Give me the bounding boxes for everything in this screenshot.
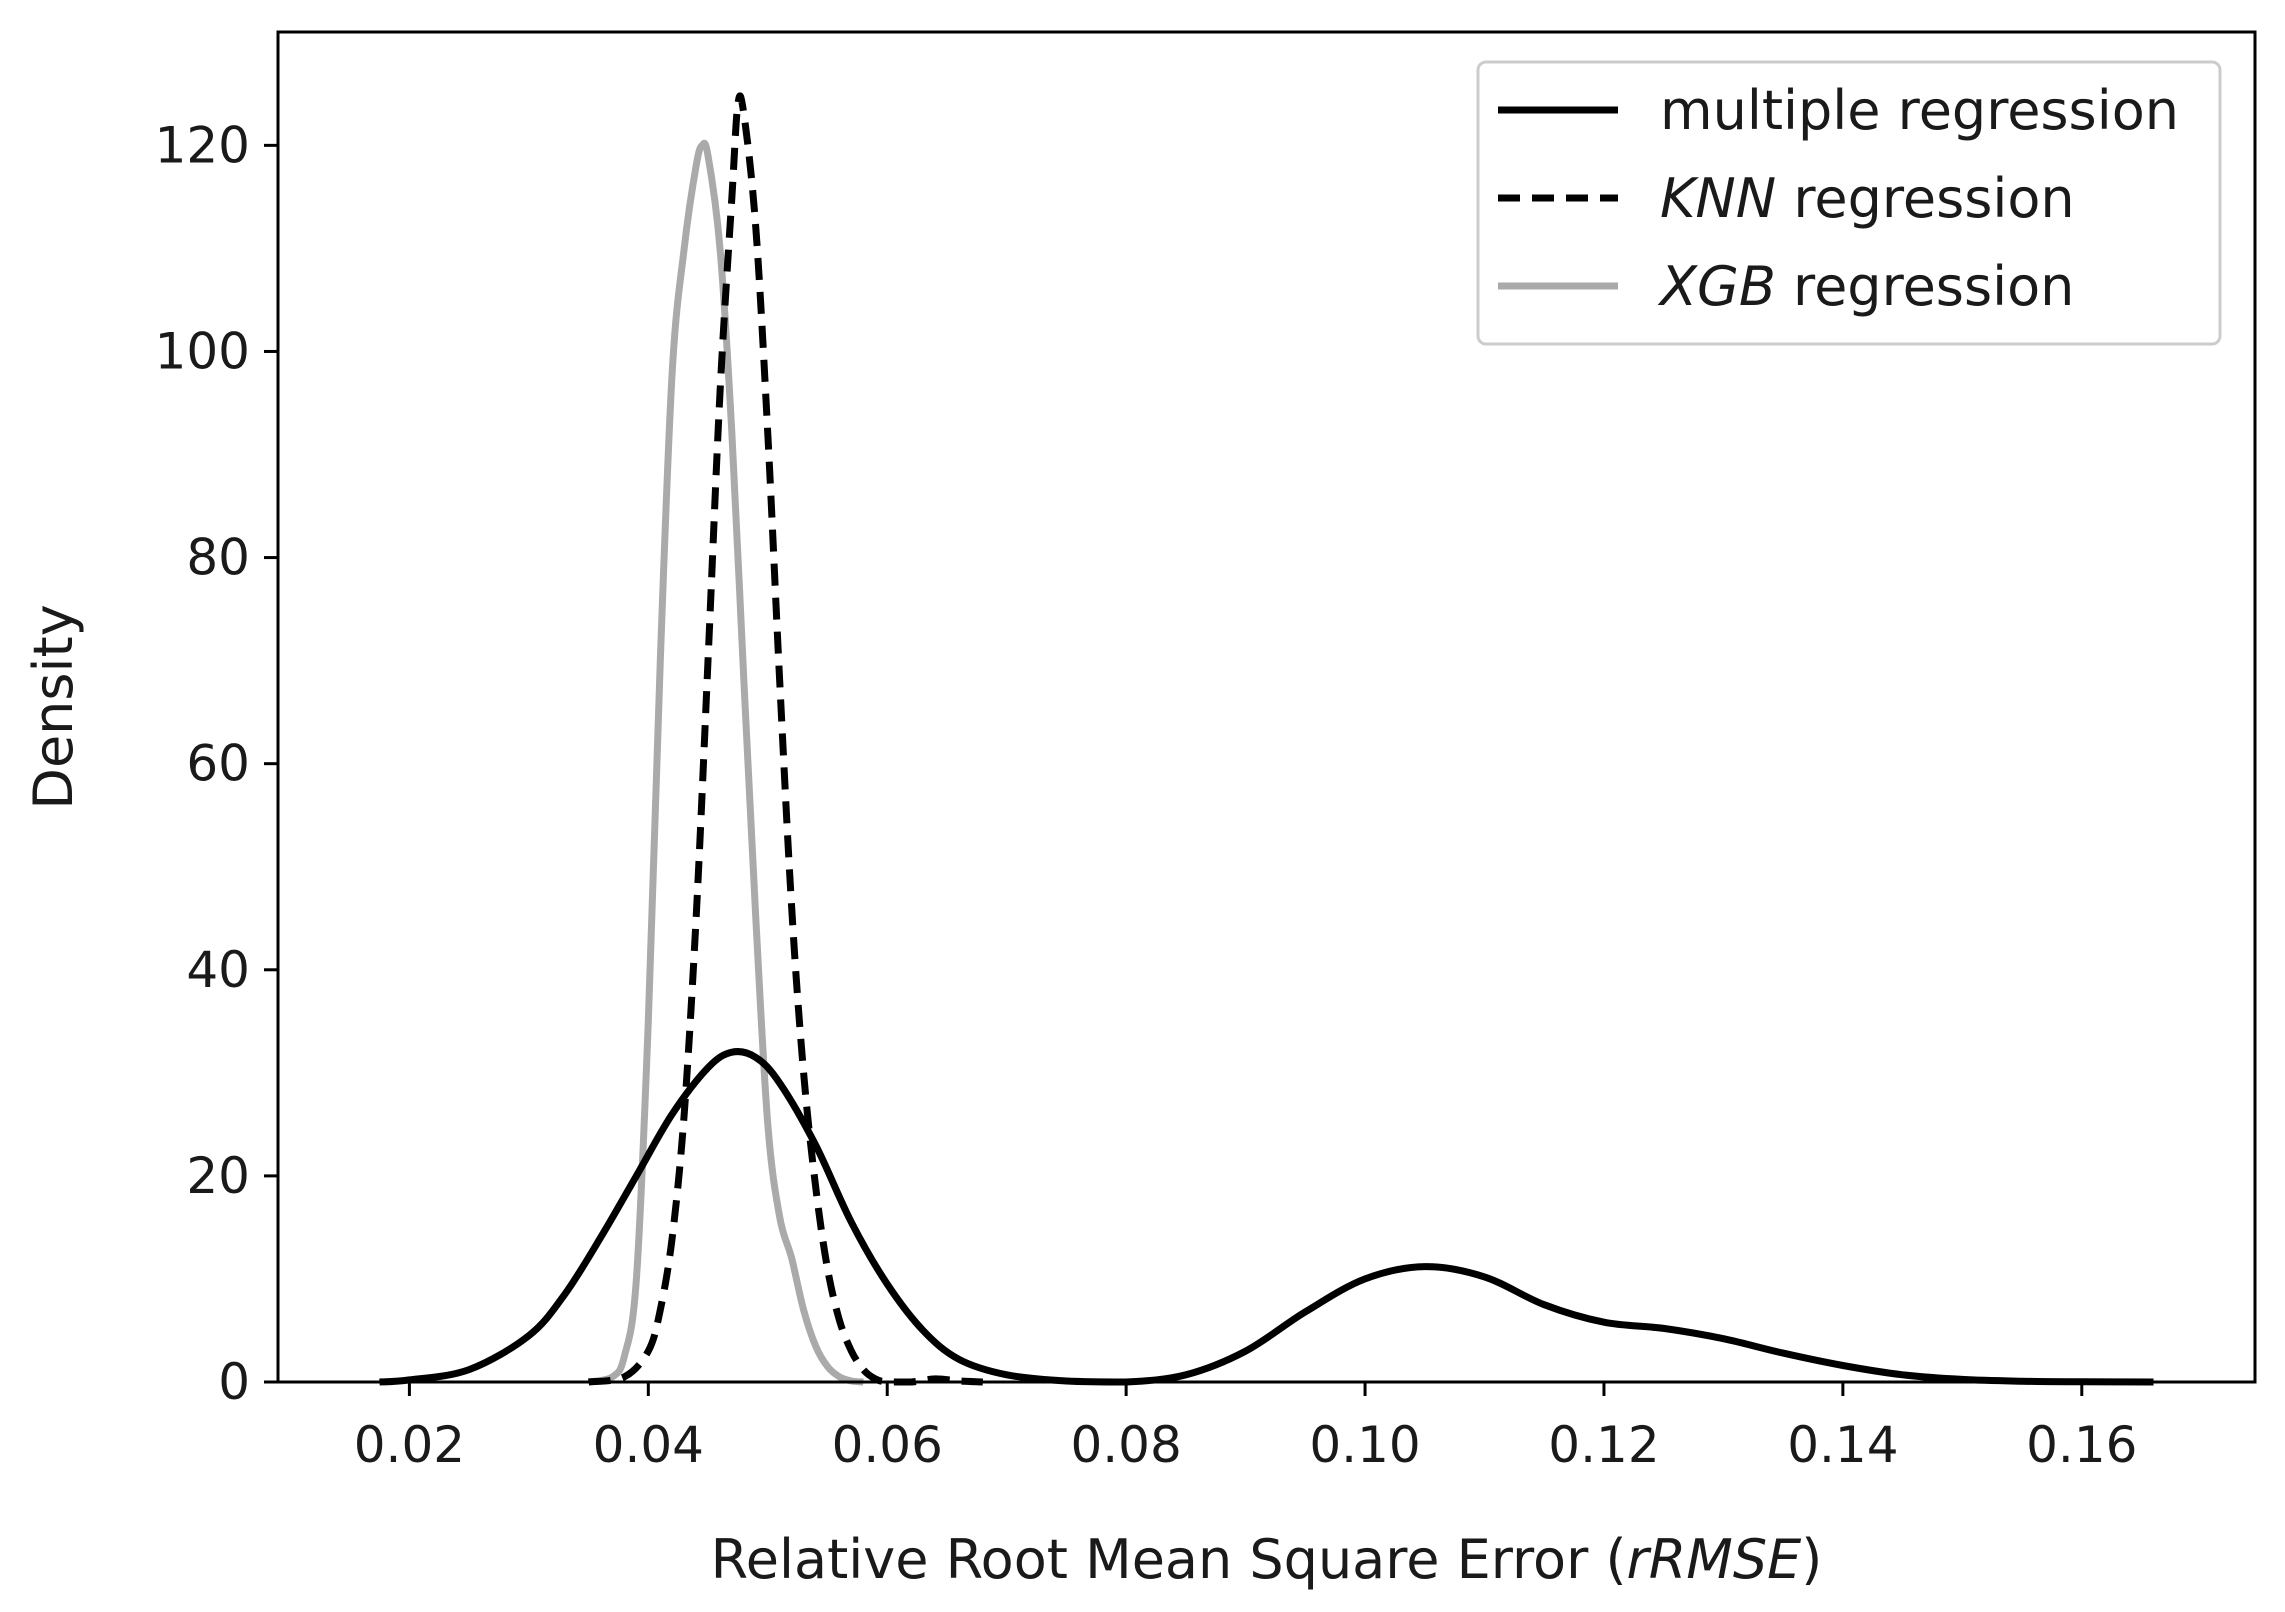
- plot-frame: [276, 30, 2257, 1384]
- y-tick-label: 0: [218, 1353, 250, 1411]
- x-tick-label: 0.14: [1787, 1416, 1898, 1474]
- legend-label-part: KNN: [1660, 167, 1776, 230]
- x-tick-label: 0.04: [593, 1416, 704, 1474]
- y-tick-label: 60: [186, 735, 250, 793]
- x-tick-label: 0.10: [1309, 1416, 1420, 1474]
- series-line-knn-regression: [588, 92, 983, 1386]
- y-tick-label: 100: [155, 322, 250, 380]
- y-axis: 0 20 40 60 80 100 120: [155, 116, 278, 1411]
- x-tick-label: 0.12: [1548, 1416, 1659, 1474]
- x-axis: 0.02 0.04 0.06 0.08 0.10 0.12 0.14 0.16: [354, 1382, 2137, 1474]
- legend-label: multiple regression: [1660, 79, 2179, 142]
- legend-label: XGB regression: [1657, 255, 2074, 318]
- x-tick-label: 0.06: [832, 1416, 943, 1474]
- legend-label-part: XGB: [1657, 255, 1776, 318]
- legend-box: [1476, 60, 2222, 346]
- legend-label-part: regression: [1776, 167, 2074, 230]
- x-axis-label: Relative Root Mean Square Error (rRMSE): [711, 1528, 1823, 1591]
- y-tick-label: 20: [186, 1147, 250, 1205]
- series-line-xgb-regression: [587, 139, 864, 1386]
- x-tick-label: 0.02: [354, 1416, 465, 1474]
- x-axis-label-part: rRMSE: [1627, 1528, 1803, 1591]
- x-tick-label: 0.16: [2026, 1416, 2137, 1474]
- y-axis-label: Density: [22, 604, 85, 809]
- legend-label-part: multiple regression: [1660, 79, 2179, 142]
- x-axis-label-part: ): [1801, 1528, 1822, 1591]
- y-tick-label: 80: [186, 529, 250, 587]
- legend-label-part: regression: [1776, 255, 2074, 318]
- x-axis-label-part: Relative Root Mean Square Error (: [711, 1528, 1627, 1591]
- y-tick-label: 40: [186, 941, 250, 999]
- legend-label: KNN regression: [1660, 167, 2075, 230]
- y-tick-label: 120: [155, 116, 250, 174]
- x-tick-label: 0.08: [1070, 1416, 1181, 1474]
